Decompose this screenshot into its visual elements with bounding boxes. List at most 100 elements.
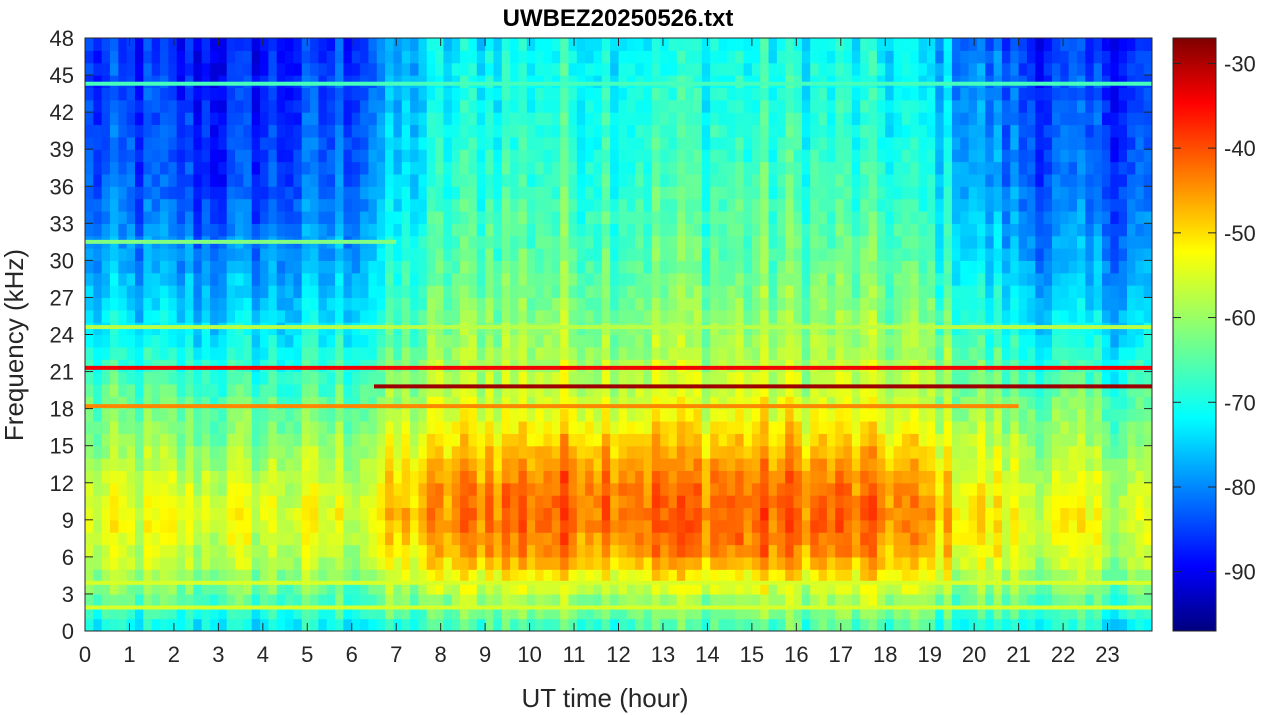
heatmap-cell (118, 248, 128, 261)
heatmap-cell (551, 161, 561, 175)
heatmap-cell (268, 99, 278, 113)
heatmap-cell (618, 556, 628, 570)
heatmap-cell (876, 482, 886, 496)
heatmap-cell (618, 161, 628, 175)
heatmap-cell (601, 495, 611, 509)
heatmap-cell (651, 482, 661, 496)
heatmap-cell (843, 223, 853, 237)
heatmap-cell (176, 420, 186, 434)
heatmap-cell (735, 495, 745, 509)
heatmap-cell (918, 420, 928, 434)
heatmap-cell (576, 408, 586, 422)
heatmap-cell (376, 87, 386, 101)
heatmap-cell (651, 87, 661, 101)
heatmap-cell (285, 309, 294, 323)
heatmap-cell (251, 606, 261, 620)
heatmap-cell (551, 285, 561, 299)
heatmap-cell (835, 136, 845, 150)
heatmap-cell (685, 62, 695, 76)
heatmap-cell (443, 470, 453, 484)
heatmap-cell (218, 544, 228, 558)
heatmap-cell (343, 544, 353, 558)
heatmap-cell (243, 334, 253, 348)
heatmap-cell (843, 433, 853, 447)
heatmap-cell (718, 569, 728, 583)
heatmap-cell (368, 618, 378, 631)
heatmap-cell (510, 556, 520, 570)
heatmap-cell (385, 75, 395, 89)
heatmap-cell (685, 495, 695, 509)
heatmap-cell (868, 433, 878, 447)
heatmap-cell (368, 198, 378, 212)
heatmap-cell (701, 346, 711, 360)
heatmap-cell (693, 198, 703, 212)
heatmap-cell (676, 383, 686, 397)
heatmap-cell (526, 569, 536, 583)
heatmap-cell (843, 173, 853, 187)
heatmap-cell (568, 371, 578, 385)
heatmap-cell (685, 112, 695, 126)
heatmap-cell (893, 606, 903, 620)
heatmap-cell (101, 99, 111, 113)
heatmap-cell (126, 581, 136, 595)
heatmap-cell (726, 260, 736, 274)
heatmap-cell (193, 38, 203, 51)
heatmap-cell (735, 445, 745, 459)
heatmap-cell (110, 112, 119, 126)
heatmap-cell (518, 371, 528, 385)
heatmap-cell (801, 248, 811, 261)
heatmap-cell (560, 149, 570, 163)
heatmap-cell (718, 198, 728, 212)
heatmap-cell (876, 433, 886, 447)
heatmap-cell (143, 62, 153, 76)
heatmap-cell (860, 408, 870, 422)
heatmap-cell (876, 38, 886, 51)
heatmap-cell (676, 408, 686, 422)
heatmap-cell (435, 272, 445, 286)
heatmap-cell (560, 309, 570, 323)
heatmap-cell (935, 532, 945, 546)
heatmap-cell (768, 99, 778, 113)
heatmap-cell (610, 260, 620, 274)
heatmap-cell (710, 260, 720, 274)
heatmap-cell (543, 124, 553, 138)
heatmap-cell (718, 618, 728, 631)
heatmap-cell (360, 334, 370, 348)
heatmap-cell (518, 445, 528, 459)
heatmap-cell (410, 470, 420, 484)
heatmap-cell (535, 223, 545, 237)
heatmap-cell (201, 458, 211, 471)
heatmap-cell (943, 186, 953, 200)
heatmap-cell (876, 75, 886, 89)
heatmap-cell (901, 149, 911, 163)
heatmap-cell (476, 136, 486, 150)
heatmap-cell (268, 482, 278, 496)
heatmap-cell (335, 458, 345, 471)
heatmap-cell (285, 75, 294, 89)
heatmap-cell (801, 458, 811, 471)
heatmap-cell (276, 112, 286, 126)
heatmap-cell (476, 532, 486, 546)
heatmap-cell (918, 112, 928, 126)
heatmap-cell (935, 482, 945, 496)
heatmap-cell (635, 420, 645, 434)
heatmap-cell (843, 285, 853, 299)
heatmap-cell (376, 383, 386, 397)
heatmap-cell (560, 87, 570, 101)
heatmap-cell (801, 445, 811, 459)
heatmap-cell (360, 433, 370, 447)
heatmap-cell (260, 272, 269, 286)
heatmap-cell (860, 383, 870, 397)
heatmap-cell (185, 532, 194, 546)
heatmap-cell (801, 408, 811, 422)
heatmap-cell (568, 124, 578, 138)
heatmap-cell (360, 445, 370, 459)
heatmap-cell (260, 309, 269, 323)
heatmap-cell (935, 186, 945, 200)
heatmap-cell (451, 569, 461, 583)
heatmap-cell (426, 198, 436, 212)
heatmap-cell (643, 334, 653, 348)
heatmap-cell (418, 223, 428, 237)
heatmap-cell (568, 532, 578, 546)
heatmap-cell (710, 433, 720, 447)
